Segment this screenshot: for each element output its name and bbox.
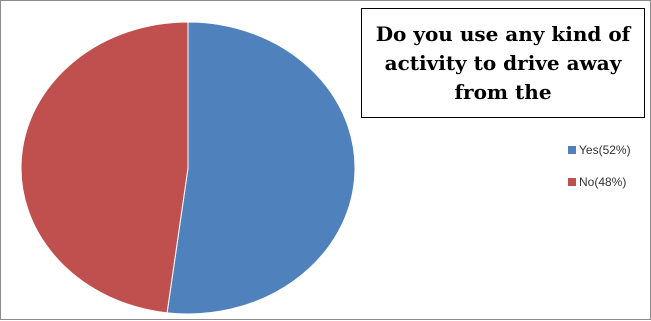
- legend-item-no: No(48%): [568, 175, 631, 189]
- legend: Yes(52%) No(48%): [568, 143, 631, 207]
- legend-label-yes: Yes(52%): [579, 143, 631, 157]
- legend-swatch-yes: [568, 146, 576, 154]
- legend-swatch-no: [568, 178, 576, 186]
- legend-item-yes: Yes(52%): [568, 143, 631, 157]
- legend-label-no: No(48%): [579, 175, 627, 189]
- chart-title-text: Do you use any kind of activity to drive…: [375, 21, 631, 104]
- chart-title: Do you use any kind of activity to drive…: [361, 8, 645, 118]
- pie-slice-yes: [166, 21, 356, 315]
- pie-slice-no: [20, 21, 189, 314]
